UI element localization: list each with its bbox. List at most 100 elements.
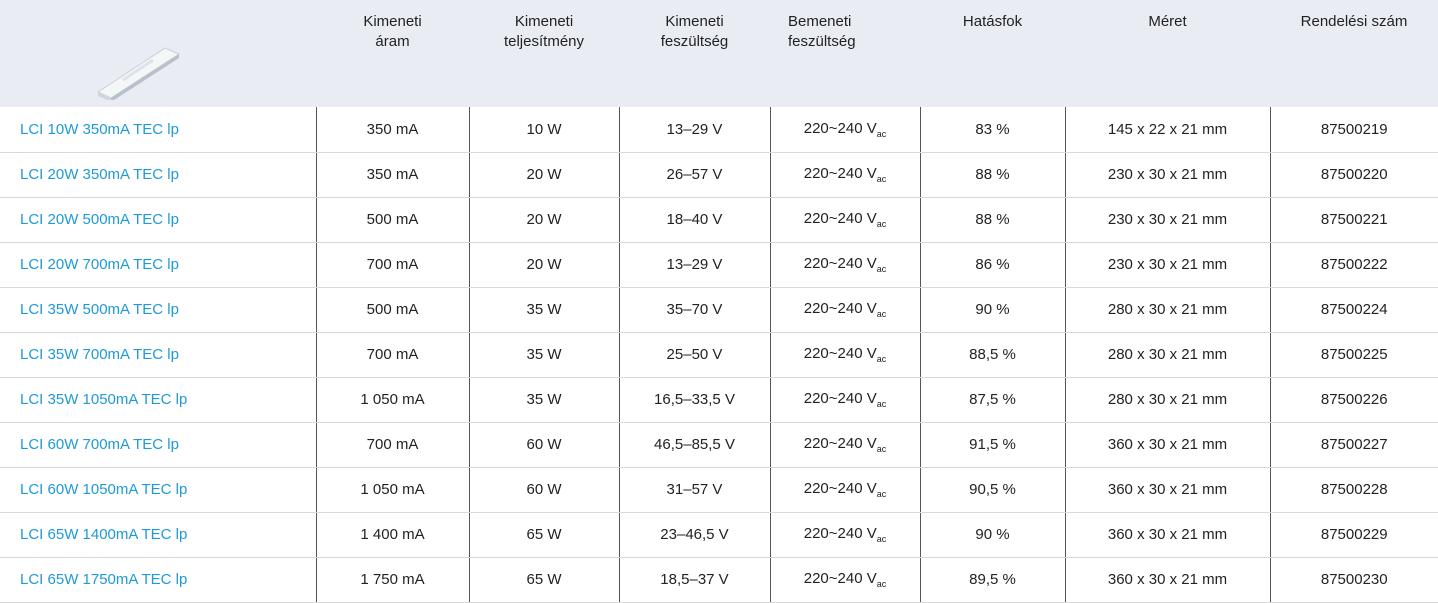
cell: 20 W <box>469 242 619 287</box>
cell: 700 mA <box>316 422 469 467</box>
voltage: 220~240 V <box>804 570 877 587</box>
cell: 360 x 30 x 21 mm <box>1065 557 1270 602</box>
cell: 65 W <box>469 512 619 557</box>
cell: 20 W <box>469 197 619 242</box>
cell: 220~240 Vac <box>770 512 920 557</box>
cell: 83 % <box>920 107 1065 152</box>
cell: 360 x 30 x 21 mm <box>1065 467 1270 512</box>
cell: 88,5 % <box>920 332 1065 377</box>
cell: 360 x 30 x 21 mm <box>1065 512 1270 557</box>
cell: 230 x 30 x 21 mm <box>1065 197 1270 242</box>
cell: 87500224 <box>1270 287 1438 332</box>
product-name: LCI 35W 1050mA TEC lp <box>0 377 316 422</box>
cell: 65 W <box>469 557 619 602</box>
cell: 46,5–85,5 V <box>619 422 770 467</box>
product-name: LCI 20W 350mA TEC lp <box>0 152 316 197</box>
cell: 280 x 30 x 21 mm <box>1065 287 1270 332</box>
product-image <box>93 40 183 100</box>
voltage-subscript: ac <box>877 219 887 229</box>
cell: 87500228 <box>1270 467 1438 512</box>
cell: 700 mA <box>316 242 469 287</box>
voltage: 220~240 V <box>804 300 877 317</box>
voltage-subscript: ac <box>877 309 887 319</box>
cell: 1 050 mA <box>316 467 469 512</box>
cell: 220~240 Vac <box>770 242 920 287</box>
cell: 26–57 V <box>619 152 770 197</box>
cell: 1 400 mA <box>316 512 469 557</box>
cell: 87500225 <box>1270 332 1438 377</box>
cell: 220~240 Vac <box>770 107 920 152</box>
cell: 90,5 % <box>920 467 1065 512</box>
product-name: LCI 60W 1050mA TEC lp <box>0 467 316 512</box>
cell: 1 050 mA <box>316 377 469 422</box>
cell: 220~240 Vac <box>770 557 920 602</box>
cell: 86 % <box>920 242 1065 287</box>
voltage-subscript: ac <box>877 444 887 454</box>
product-name: LCI 20W 500mA TEC lp <box>0 197 316 242</box>
cell: 18–40 V <box>619 197 770 242</box>
cell: 220~240 Vac <box>770 332 920 377</box>
cell: 20 W <box>469 152 619 197</box>
cell: 350 mA <box>316 107 469 152</box>
voltage-subscript: ac <box>877 579 887 589</box>
cell: 230 x 30 x 21 mm <box>1065 242 1270 287</box>
cell: 1 750 mA <box>316 557 469 602</box>
cell: 90 % <box>920 287 1065 332</box>
cell: 230 x 30 x 21 mm <box>1065 152 1270 197</box>
product-name: LCI 10W 350mA TEC lp <box>0 107 316 152</box>
cell: 500 mA <box>316 287 469 332</box>
voltage: 220~240 V <box>804 435 877 452</box>
voltage-subscript: ac <box>877 129 887 139</box>
cell: 87500229 <box>1270 512 1438 557</box>
cell: 90 % <box>920 512 1065 557</box>
voltage-subscript: ac <box>877 534 887 544</box>
voltage: 220~240 V <box>804 255 877 272</box>
cell: 35–70 V <box>619 287 770 332</box>
cell: 87500226 <box>1270 377 1438 422</box>
product-name: LCI 65W 1750mA TEC lp <box>0 557 316 602</box>
product-name: LCI 65W 1400mA TEC lp <box>0 512 316 557</box>
product-name: LCI 35W 700mA TEC lp <box>0 332 316 377</box>
voltage-subscript: ac <box>877 399 887 409</box>
column-header: Bemeneti feszültség <box>770 0 920 107</box>
product-image-cell <box>0 0 316 107</box>
cell: 60 W <box>469 467 619 512</box>
cell: 91,5 % <box>920 422 1065 467</box>
cell: 13–29 V <box>619 107 770 152</box>
product-table: Kimeneti áramKimeneti teljesítményKimene… <box>0 0 1438 603</box>
cell: 220~240 Vac <box>770 287 920 332</box>
voltage: 220~240 V <box>804 525 877 542</box>
column-header: Hatásfok <box>920 0 1065 107</box>
cell: 220~240 Vac <box>770 152 920 197</box>
cell: 145 x 22 x 21 mm <box>1065 107 1270 152</box>
cell: 35 W <box>469 287 619 332</box>
cell: 220~240 Vac <box>770 422 920 467</box>
cell: 87500219 <box>1270 107 1438 152</box>
cell: 280 x 30 x 21 mm <box>1065 332 1270 377</box>
cell: 87500222 <box>1270 242 1438 287</box>
cell: 13–29 V <box>619 242 770 287</box>
cell: 10 W <box>469 107 619 152</box>
cell: 31–57 V <box>619 467 770 512</box>
voltage-subscript: ac <box>877 264 887 274</box>
cell: 60 W <box>469 422 619 467</box>
voltage-subscript: ac <box>877 354 887 364</box>
voltage: 220~240 V <box>804 210 877 227</box>
cell: 700 mA <box>316 332 469 377</box>
cell: 87500221 <box>1270 197 1438 242</box>
column-header: Kimeneti áram <box>316 0 469 107</box>
voltage: 220~240 V <box>804 390 877 407</box>
column-header: Kimeneti teljesítmény <box>469 0 619 107</box>
voltage: 220~240 V <box>804 345 877 362</box>
voltage: 220~240 V <box>804 480 877 497</box>
